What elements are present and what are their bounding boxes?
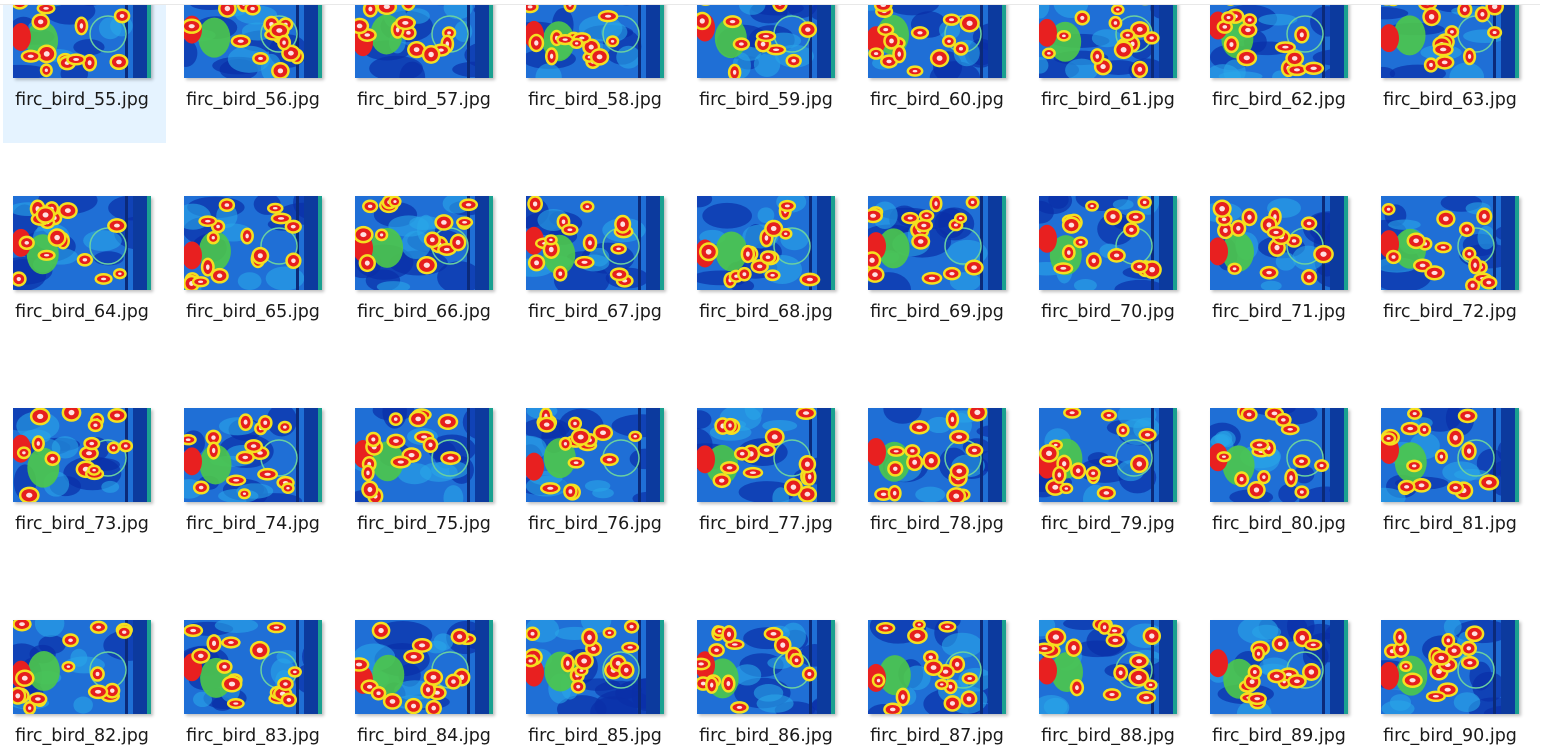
file-name: firc_bird_72.jpg <box>1383 302 1517 322</box>
file-name: firc_bird_66.jpg <box>357 302 491 322</box>
thumbnail <box>13 620 151 714</box>
thumbnail <box>13 0 151 78</box>
thumbnail <box>1381 408 1519 502</box>
thumbnail <box>1039 0 1177 78</box>
thumbnail <box>13 196 151 290</box>
file-name: firc_bird_67.jpg <box>528 302 662 322</box>
file-name: firc_bird_86.jpg <box>699 726 833 746</box>
thumbnail <box>184 408 322 502</box>
file-name: firc_bird_89.jpg <box>1212 726 1346 746</box>
thumbnail <box>868 0 1006 78</box>
thumbnail <box>697 620 835 714</box>
file-name: firc_bird_58.jpg <box>528 90 662 110</box>
file-name: firc_bird_61.jpg <box>1041 90 1175 110</box>
file-name: firc_bird_73.jpg <box>15 514 149 534</box>
thumbnail <box>355 196 493 290</box>
file-name: firc_bird_88.jpg <box>1041 726 1175 746</box>
thumbnail <box>868 620 1006 714</box>
file-name: firc_bird_76.jpg <box>528 514 662 534</box>
file-name: firc_bird_82.jpg <box>15 726 149 746</box>
thumbnail <box>1381 620 1519 714</box>
file-name: firc_bird_55.jpg <box>15 90 149 110</box>
file-name: firc_bird_63.jpg <box>1383 90 1517 110</box>
thumbnail <box>184 0 322 78</box>
file-name: firc_bird_87.jpg <box>870 726 1004 746</box>
thumbnail <box>355 0 493 78</box>
file-name: firc_bird_74.jpg <box>186 514 320 534</box>
file-name: firc_bird_85.jpg <box>528 726 662 746</box>
file-name: firc_bird_71.jpg <box>1212 302 1346 322</box>
file-name: firc_bird_70.jpg <box>1041 302 1175 322</box>
thumbnail <box>868 408 1006 502</box>
thumbnail <box>184 620 322 714</box>
thumbnail <box>697 196 835 290</box>
thumbnail <box>1039 620 1177 714</box>
thumbnail <box>526 196 664 290</box>
thumbnail <box>1210 0 1348 78</box>
thumbnail <box>868 196 1006 290</box>
header-edge <box>0 0 1549 5</box>
thumbnail <box>526 408 664 502</box>
thumbnail <box>13 408 151 502</box>
thumbnail <box>1210 408 1348 502</box>
file-name: firc_bird_64.jpg <box>15 302 149 322</box>
thumbnail <box>526 0 664 78</box>
thumbnail <box>1210 196 1348 290</box>
file-name: firc_bird_69.jpg <box>870 302 1004 322</box>
thumbnail <box>355 620 493 714</box>
thumbnail <box>355 408 493 502</box>
thumbnail <box>697 408 835 502</box>
file-name: firc_bird_79.jpg <box>1041 514 1175 534</box>
thumbnail <box>526 620 664 714</box>
file-name: firc_bird_90.jpg <box>1383 726 1517 746</box>
scrollbar[interactable] <box>1540 0 1549 751</box>
file-name: firc_bird_60.jpg <box>870 90 1004 110</box>
thumbnail <box>1381 0 1519 78</box>
thumbnail <box>1039 408 1177 502</box>
file-name: firc_bird_77.jpg <box>699 514 833 534</box>
file-name: firc_bird_65.jpg <box>186 302 320 322</box>
file-name: firc_bird_62.jpg <box>1212 90 1346 110</box>
file-name: firc_bird_75.jpg <box>357 514 491 534</box>
thumbnail <box>184 196 322 290</box>
thumbnail <box>1039 196 1177 290</box>
thumbnail <box>1381 196 1519 290</box>
file-name: firc_bird_84.jpg <box>357 726 491 746</box>
file-name: firc_bird_56.jpg <box>186 90 320 110</box>
file-name: firc_bird_80.jpg <box>1212 514 1346 534</box>
file-name: firc_bird_83.jpg <box>186 726 320 746</box>
thumbnail <box>1210 620 1348 714</box>
thumbnail <box>697 0 835 78</box>
file-name: firc_bird_78.jpg <box>870 514 1004 534</box>
file-name: firc_bird_68.jpg <box>699 302 833 322</box>
file-name: firc_bird_57.jpg <box>357 90 491 110</box>
file-name: firc_bird_81.jpg <box>1383 514 1517 534</box>
file-name: firc_bird_59.jpg <box>699 90 833 110</box>
